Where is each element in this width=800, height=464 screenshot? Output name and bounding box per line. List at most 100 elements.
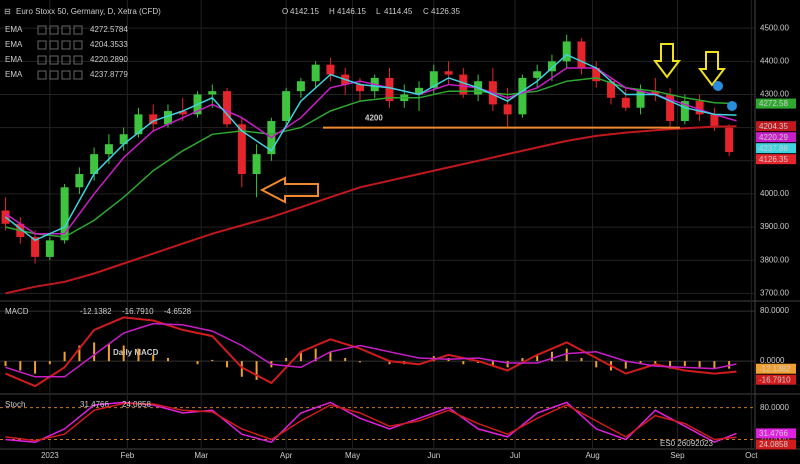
candle-body	[621, 97, 630, 108]
histogram-bar	[639, 361, 642, 365]
candle-body	[577, 41, 586, 68]
legend-icon	[37, 25, 47, 35]
value-tag-bg	[756, 428, 796, 439]
ohlc-value: 4114.45	[384, 7, 413, 16]
value-tag: -12.1382	[759, 364, 791, 373]
legend-value: 4272.5784	[90, 25, 128, 34]
y-tick-label: 4300.00	[760, 90, 789, 99]
histogram-bar	[78, 345, 81, 362]
histogram-bar	[580, 358, 583, 362]
legend-icon	[61, 25, 71, 35]
legend-icon	[49, 40, 59, 50]
panel-value: -4.6528	[164, 307, 192, 316]
legend-icon	[37, 40, 47, 50]
candle-body	[710, 114, 719, 128]
candle-body	[651, 91, 660, 95]
panel-value: 24.0858	[122, 400, 151, 409]
value-tag-bg	[756, 439, 796, 450]
histogram-bar	[550, 351, 553, 362]
panel-title: Stoch	[5, 400, 25, 409]
legend-icon	[49, 70, 59, 80]
histogram-bar	[506, 361, 509, 368]
indicator-line	[5, 322, 737, 378]
histogram-bar	[152, 354, 155, 362]
candle-body	[518, 77, 527, 115]
x-tick-label: Oct	[745, 451, 758, 460]
histogram-bar	[63, 351, 66, 362]
candle-body	[134, 114, 143, 135]
panel-title: MACD	[5, 307, 29, 316]
legend-value: 4237.8779	[90, 70, 128, 79]
y-tick-label: 20.0000	[760, 435, 789, 444]
y-tick-label: 3700.00	[760, 288, 789, 297]
legend-value: 4204.3533	[90, 40, 128, 49]
arrow-down	[698, 51, 726, 87]
candle-body	[503, 104, 512, 115]
histogram-bar	[107, 343, 110, 362]
histogram-bar	[285, 358, 288, 362]
histogram-bar	[122, 345, 125, 362]
histogram-bar	[299, 351, 302, 362]
candle-body	[415, 87, 424, 95]
histogram-bar	[713, 361, 716, 369]
candle-body	[208, 91, 217, 95]
value-tag-bg	[756, 374, 796, 385]
candle-body	[119, 134, 128, 145]
ema-tag-bg	[756, 121, 796, 132]
last-price-tag-bg	[756, 154, 796, 165]
pivot-icon	[713, 81, 723, 91]
x-tick-label: Feb	[120, 451, 134, 460]
ema-line	[5, 67, 737, 235]
histogram-bar	[669, 361, 672, 369]
ohlc-label: C	[423, 7, 429, 16]
histogram-bar	[595, 361, 598, 368]
candle-body	[444, 71, 453, 75]
histogram-bar	[388, 361, 391, 365]
panel-annotation: Daily MACD	[113, 348, 159, 357]
y-tick-label: 3900.00	[760, 222, 789, 231]
candle-body	[607, 81, 616, 98]
candle-body	[326, 64, 335, 75]
candle-body	[237, 124, 246, 175]
candle-body	[562, 41, 571, 62]
x-tick-label: May	[345, 451, 360, 460]
candle-body	[355, 84, 364, 92]
legend-icon	[73, 40, 83, 50]
histogram-bar	[329, 351, 332, 362]
histogram-bar	[314, 348, 317, 362]
ema-line	[5, 77, 737, 238]
arrow-left	[259, 176, 319, 204]
candle-body	[282, 91, 291, 121]
candle-body	[680, 101, 689, 121]
ema-line	[5, 53, 737, 242]
pivot-icon	[727, 101, 737, 111]
ema-tag-bg	[756, 132, 796, 143]
legend-icon	[49, 55, 59, 65]
legend-name: EMA	[5, 70, 23, 79]
value-tag-bg	[756, 363, 796, 374]
panel-value: -16.7910	[122, 307, 154, 316]
ema-tag: 4220.29	[759, 133, 788, 142]
histogram-bar	[211, 359, 214, 362]
legend-icon	[73, 25, 83, 35]
value-tag: -16.7910	[759, 375, 791, 384]
y-tick-label: 80.0000	[760, 306, 789, 315]
candle-body	[533, 71, 542, 78]
legend-icon	[49, 25, 59, 35]
y-tick-label: 3800.00	[760, 255, 789, 264]
candle-body	[725, 127, 734, 153]
candle-body	[45, 240, 54, 257]
candle-body	[311, 64, 320, 82]
value-tag: 31.4766	[759, 429, 788, 438]
candle-body	[636, 91, 645, 108]
value-tag: 24.0858	[759, 440, 788, 449]
y-tick-label: 4400.00	[760, 56, 789, 65]
histogram-bar	[491, 361, 494, 367]
y-tick-label: 80.0000	[760, 403, 789, 412]
arrow-down	[653, 43, 681, 79]
candle-body	[149, 114, 158, 125]
candle-body	[163, 111, 172, 125]
candle-body	[459, 74, 468, 95]
histogram-bar	[166, 358, 169, 362]
